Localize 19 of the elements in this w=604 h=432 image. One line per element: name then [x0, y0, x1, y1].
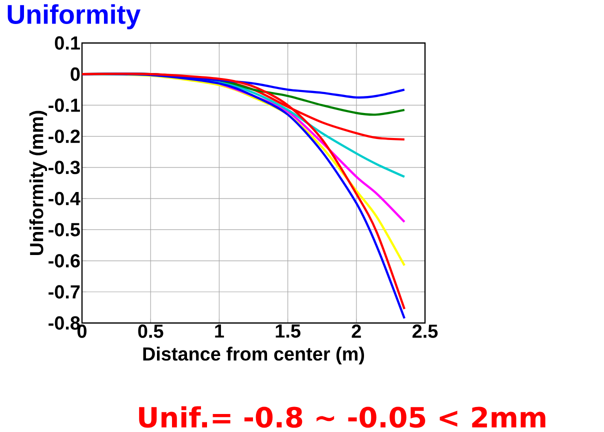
- x-tick-label: 1.5: [276, 324, 300, 338]
- text: Unif.= -0.8 ∼ -0.05 < 2mm: [139, 406, 546, 428]
- y-tick-label: 0.1: [54, 36, 80, 50]
- y-tick-label: -0.1: [48, 98, 80, 112]
- y-tick-label: -0.8: [48, 316, 80, 330]
- x-tick-label: 0.5: [138, 324, 164, 338]
- x-axis-title: Distance from center (m): [143, 346, 364, 364]
- x-tick-label: 2: [352, 324, 361, 338]
- x-tick-label: 1: [215, 324, 224, 338]
- y-tick-label: -0.3: [48, 160, 80, 174]
- y-tick-label: -0.4: [48, 192, 80, 206]
- y-tick-label: -0.5: [48, 222, 80, 236]
- y-tick-label: -0.2: [48, 130, 80, 144]
- y-tick-label: 0: [70, 67, 80, 81]
- y-axis-title: Uniformity (mm): [29, 110, 48, 255]
- chart-title: Uniformity: [8, 4, 141, 30]
- x-tick-label: 2.5: [412, 324, 438, 338]
- y-tick-label: -0.7: [48, 285, 80, 299]
- y-tick-label: -0.6: [48, 254, 80, 268]
